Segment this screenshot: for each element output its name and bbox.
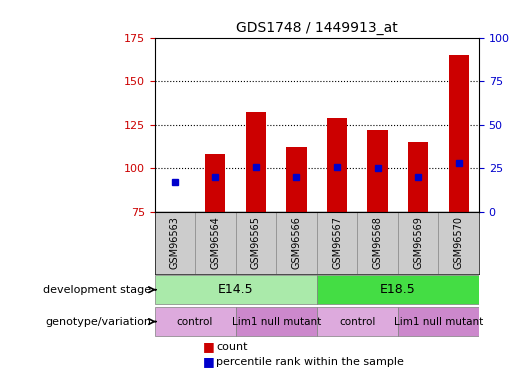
Bar — [408, 142, 428, 212]
Text: GSM96564: GSM96564 — [210, 216, 220, 269]
Bar — [154, 307, 236, 336]
Bar — [398, 307, 479, 336]
Text: GSM96569: GSM96569 — [413, 216, 423, 269]
Text: GSM96567: GSM96567 — [332, 216, 342, 269]
Text: percentile rank within the sample: percentile rank within the sample — [216, 357, 404, 367]
Bar — [317, 275, 479, 304]
Text: ■: ■ — [203, 340, 215, 353]
Bar — [205, 154, 226, 212]
Bar — [154, 275, 317, 304]
Text: GSM96566: GSM96566 — [291, 216, 301, 269]
Text: control: control — [339, 316, 375, 327]
Text: genotype/variation: genotype/variation — [45, 316, 151, 327]
Text: GSM96563: GSM96563 — [170, 216, 180, 269]
Text: control: control — [177, 316, 213, 327]
Bar — [246, 112, 266, 212]
Text: E14.5: E14.5 — [218, 283, 253, 296]
Text: E18.5: E18.5 — [380, 283, 416, 296]
Text: development stage: development stage — [43, 285, 151, 295]
Text: Lim1 null mutant: Lim1 null mutant — [394, 316, 483, 327]
Bar — [367, 130, 388, 212]
Text: GSM96565: GSM96565 — [251, 216, 261, 269]
Bar — [286, 147, 306, 212]
Title: GDS1748 / 1449913_at: GDS1748 / 1449913_at — [236, 21, 398, 35]
Bar — [449, 55, 469, 212]
Bar — [327, 118, 347, 212]
Text: GSM96568: GSM96568 — [372, 216, 383, 269]
Bar — [317, 307, 398, 336]
Text: ■: ■ — [203, 356, 215, 368]
Text: count: count — [216, 342, 248, 352]
Text: GSM96570: GSM96570 — [454, 216, 464, 269]
Bar — [236, 307, 317, 336]
Text: Lim1 null mutant: Lim1 null mutant — [232, 316, 321, 327]
